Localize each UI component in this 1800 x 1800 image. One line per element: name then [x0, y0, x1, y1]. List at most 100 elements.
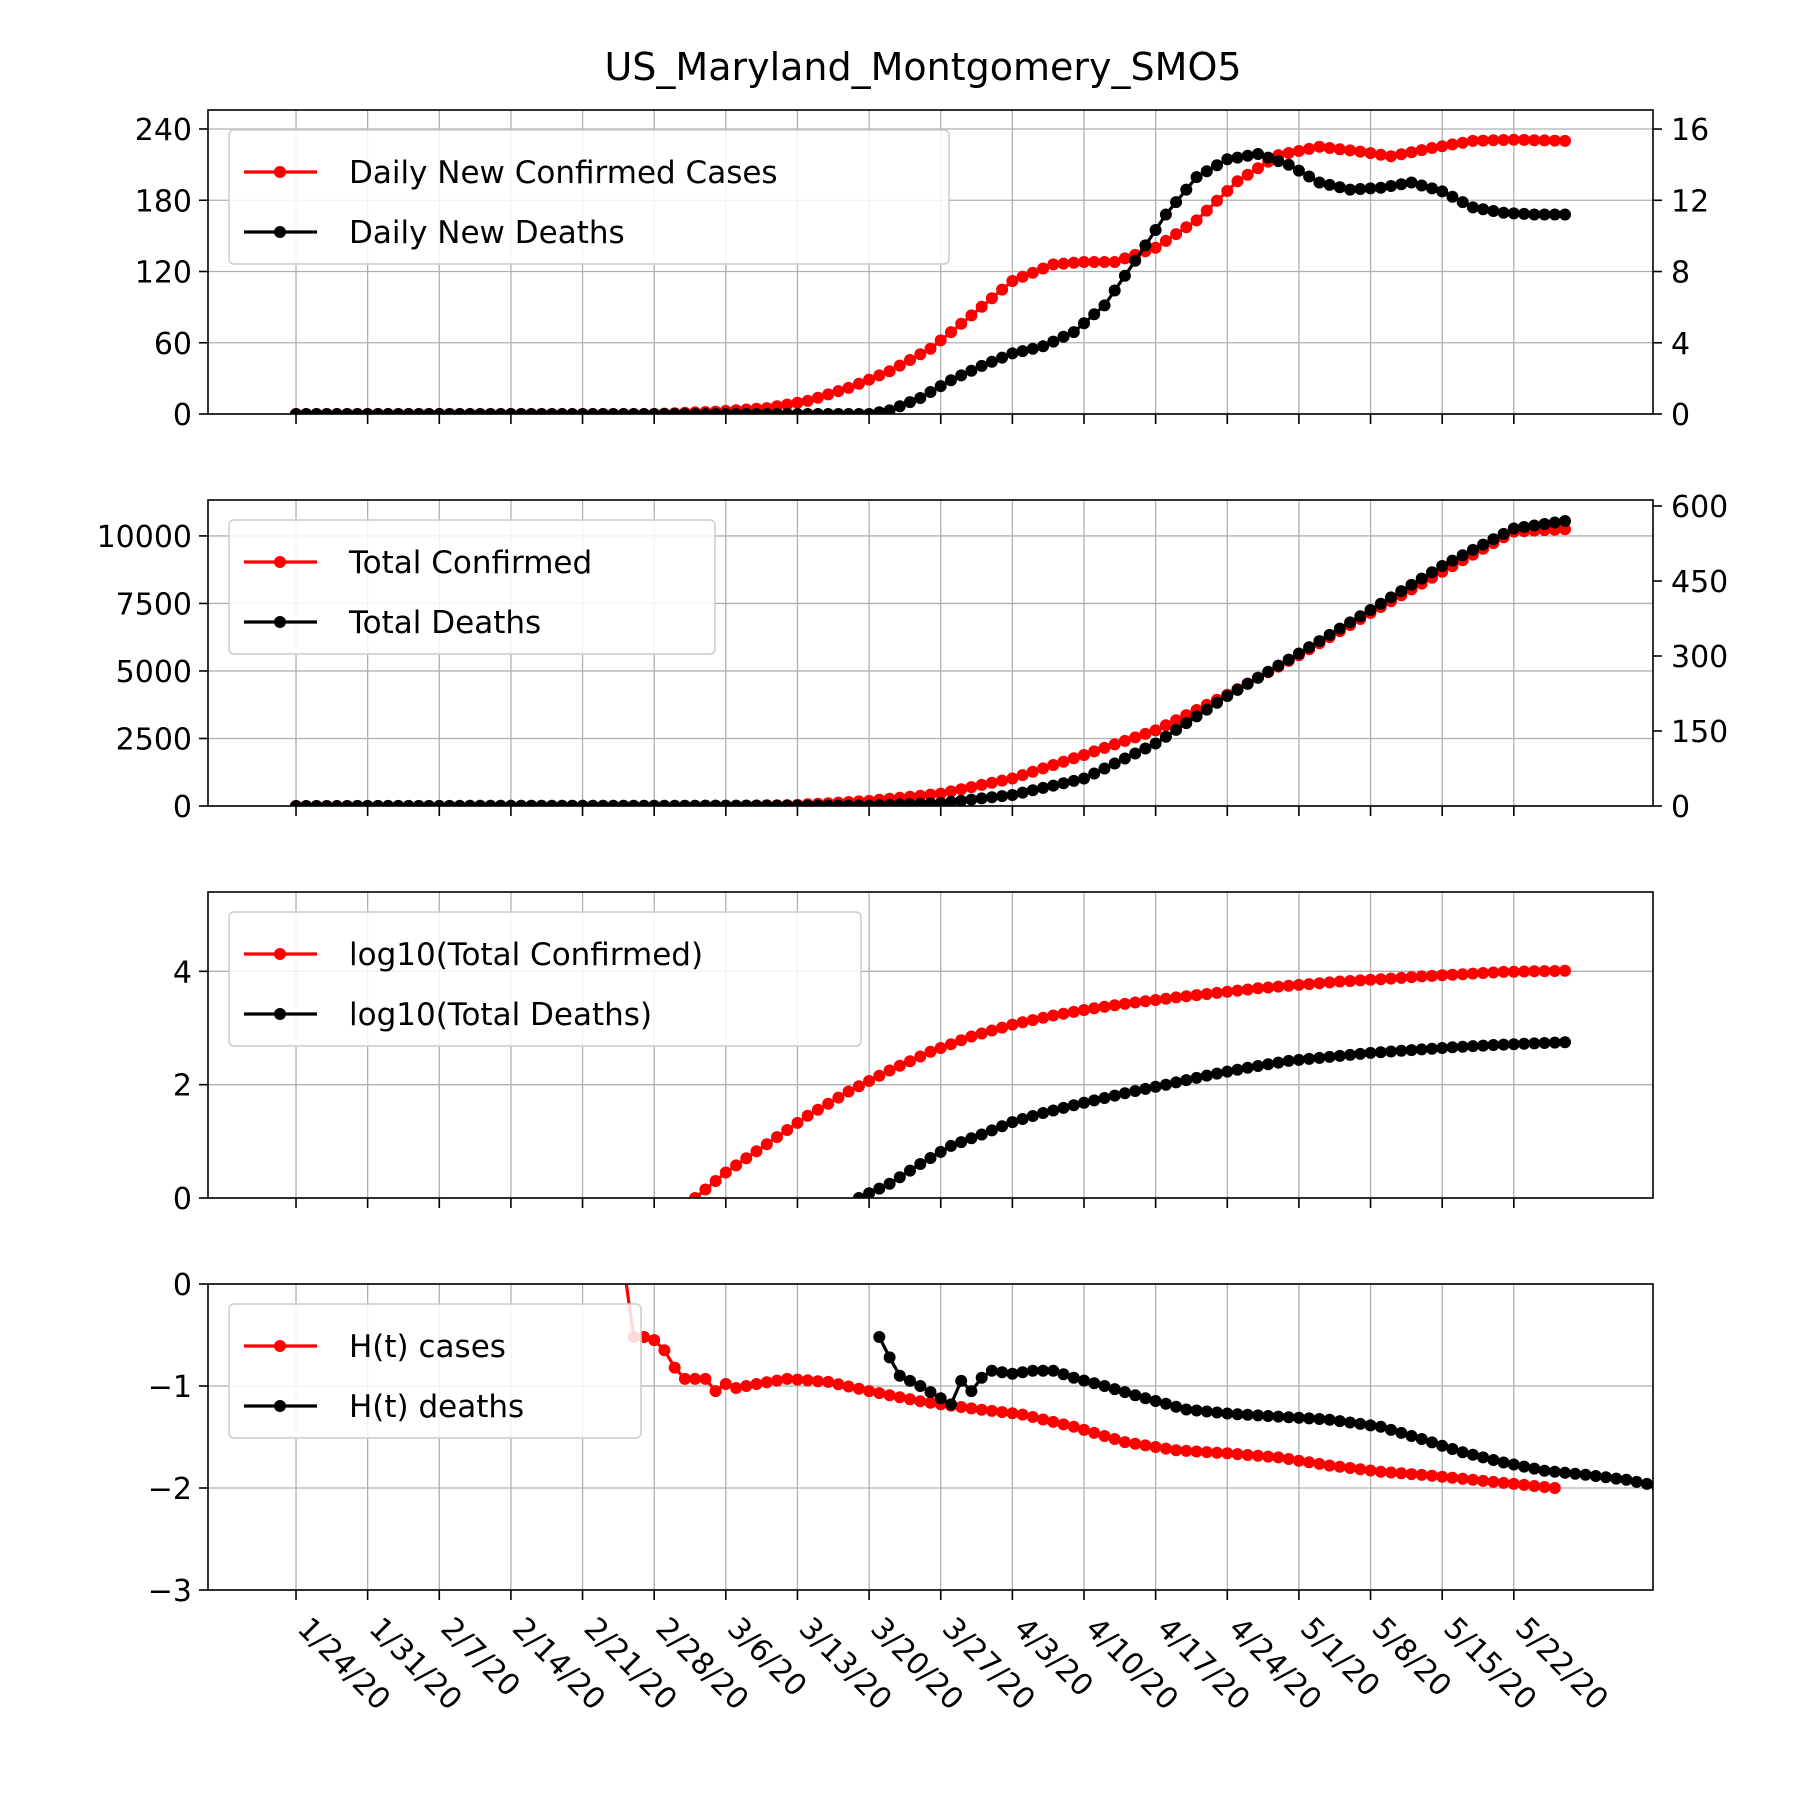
data-point	[617, 799, 630, 806]
data-point	[1682, 1485, 1694, 1497]
data-point	[1385, 150, 1397, 163]
data-point	[1180, 221, 1193, 234]
data-point	[1395, 1044, 1408, 1057]
data-point	[852, 408, 865, 414]
data-point	[893, 1171, 906, 1184]
data-point	[1006, 772, 1019, 785]
data-point	[955, 1401, 968, 1413]
data-point	[1118, 752, 1131, 765]
y-tick-label: 10000	[97, 520, 192, 555]
data-point	[1200, 204, 1213, 217]
data-point	[965, 1132, 978, 1145]
data-point	[1415, 970, 1428, 983]
data-point	[1129, 1085, 1142, 1097]
data-point	[863, 1187, 876, 1198]
data-point	[1507, 133, 1520, 146]
plot-frame	[207, 1283, 1654, 1591]
data-point	[1354, 1463, 1367, 1476]
data-point	[525, 799, 538, 806]
data-point	[1200, 703, 1213, 716]
data-point	[1037, 762, 1050, 775]
data-point	[392, 799, 405, 806]
data-point	[965, 1385, 978, 1398]
data-point	[392, 408, 405, 414]
data-point	[863, 373, 876, 386]
plot-frame	[207, 109, 1654, 415]
data-point	[1108, 1089, 1121, 1102]
data-point	[1037, 262, 1050, 275]
data-point	[1548, 1482, 1561, 1494]
y2-tick-label: 0	[1671, 790, 1690, 825]
data-point	[842, 799, 855, 806]
data-point	[811, 1103, 824, 1116]
data-point	[658, 799, 671, 806]
data-point	[904, 354, 916, 366]
data-point	[730, 1159, 743, 1172]
data-point	[781, 1124, 794, 1136]
data-point	[760, 1138, 773, 1151]
data-point	[1078, 1096, 1090, 1109]
data-point	[1559, 208, 1571, 221]
y2-tick-label: 450	[1671, 565, 1728, 600]
data-point	[545, 799, 558, 806]
series-log10-total-deaths-	[852, 1036, 1571, 1198]
data-point	[1221, 185, 1234, 197]
series-line	[858, 1040, 1566, 1198]
data-point	[863, 1075, 876, 1087]
data-point	[975, 1027, 988, 1040]
data-point	[1047, 258, 1060, 271]
data-point	[945, 1139, 957, 1152]
data-point	[1272, 659, 1285, 672]
data-point	[1170, 1444, 1183, 1457]
legend-label: Daily New Confirmed Cases	[349, 155, 778, 191]
data-point	[1108, 1383, 1121, 1396]
data-point	[1323, 976, 1336, 989]
data-point	[730, 408, 743, 414]
data-point	[924, 1396, 937, 1409]
y-tick-label: 0	[173, 1182, 192, 1217]
data-point	[842, 381, 855, 394]
data-point	[310, 800, 323, 806]
data-point	[1037, 340, 1050, 353]
data-point	[1354, 145, 1367, 158]
y-tick-label: 7500	[116, 587, 192, 622]
data-point	[1088, 256, 1101, 268]
data-point	[1057, 777, 1070, 790]
data-point	[1528, 519, 1541, 532]
data-point	[351, 799, 364, 806]
data-point	[1374, 1046, 1387, 1059]
data-point	[1323, 178, 1336, 191]
data-point	[576, 408, 589, 414]
data-point	[1538, 134, 1551, 147]
data-point	[1313, 1051, 1326, 1064]
data-point	[822, 1375, 835, 1388]
y2-tick-label: 8	[1671, 256, 1690, 291]
data-point	[904, 1164, 916, 1177]
data-point	[1538, 1037, 1551, 1049]
data-point	[504, 799, 517, 806]
data-point	[1180, 183, 1193, 196]
data-point	[883, 1177, 896, 1190]
data-point	[1190, 710, 1203, 723]
data-point	[1159, 992, 1172, 1005]
data-point	[781, 398, 794, 411]
data-point	[1006, 347, 1019, 360]
data-point	[945, 1038, 957, 1051]
data-point	[1088, 745, 1101, 758]
data-point	[832, 799, 845, 806]
data-point	[1528, 1462, 1541, 1475]
data-point	[873, 1182, 886, 1195]
data-point	[1313, 1413, 1326, 1425]
data-point	[1344, 183, 1357, 196]
data-point	[1405, 578, 1418, 591]
data-point	[433, 408, 446, 414]
data-point	[1518, 207, 1531, 220]
data-point	[1559, 1466, 1571, 1479]
data-point	[638, 799, 650, 806]
data-point	[1139, 1392, 1152, 1405]
data-point	[985, 1364, 998, 1377]
data-point	[1477, 967, 1490, 979]
data-point	[1231, 1408, 1244, 1421]
data-point	[801, 1109, 814, 1122]
